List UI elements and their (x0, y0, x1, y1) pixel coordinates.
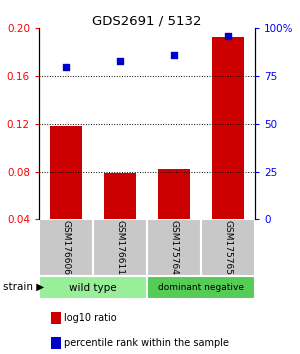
Title: GDS2691 / 5132: GDS2691 / 5132 (92, 14, 202, 27)
Text: strain ▶: strain ▶ (3, 282, 44, 292)
Bar (50, 126, 82, 219)
Bar (39, 276, 147, 299)
Bar (93, 219, 147, 276)
Bar (52, 337, 61, 349)
Point (118, 58, 122, 64)
Text: dominant negative: dominant negative (158, 283, 244, 292)
Bar (147, 276, 255, 299)
Point (172, 52, 176, 58)
Bar (201, 219, 255, 276)
Text: GSM175764: GSM175764 (169, 220, 178, 275)
Point (226, 33, 230, 39)
Bar (104, 173, 136, 219)
Text: log10 ratio: log10 ratio (64, 313, 116, 323)
Text: GSM175765: GSM175765 (224, 220, 232, 275)
Text: wild type: wild type (69, 282, 117, 293)
Bar (39, 219, 93, 276)
Text: GSM176611: GSM176611 (116, 220, 124, 275)
Point (64, 64, 68, 69)
Bar (52, 312, 61, 324)
Text: GSM176606: GSM176606 (61, 220, 70, 275)
Bar (158, 169, 190, 219)
Bar (212, 37, 244, 219)
Bar (147, 219, 201, 276)
Text: percentile rank within the sample: percentile rank within the sample (64, 338, 229, 348)
